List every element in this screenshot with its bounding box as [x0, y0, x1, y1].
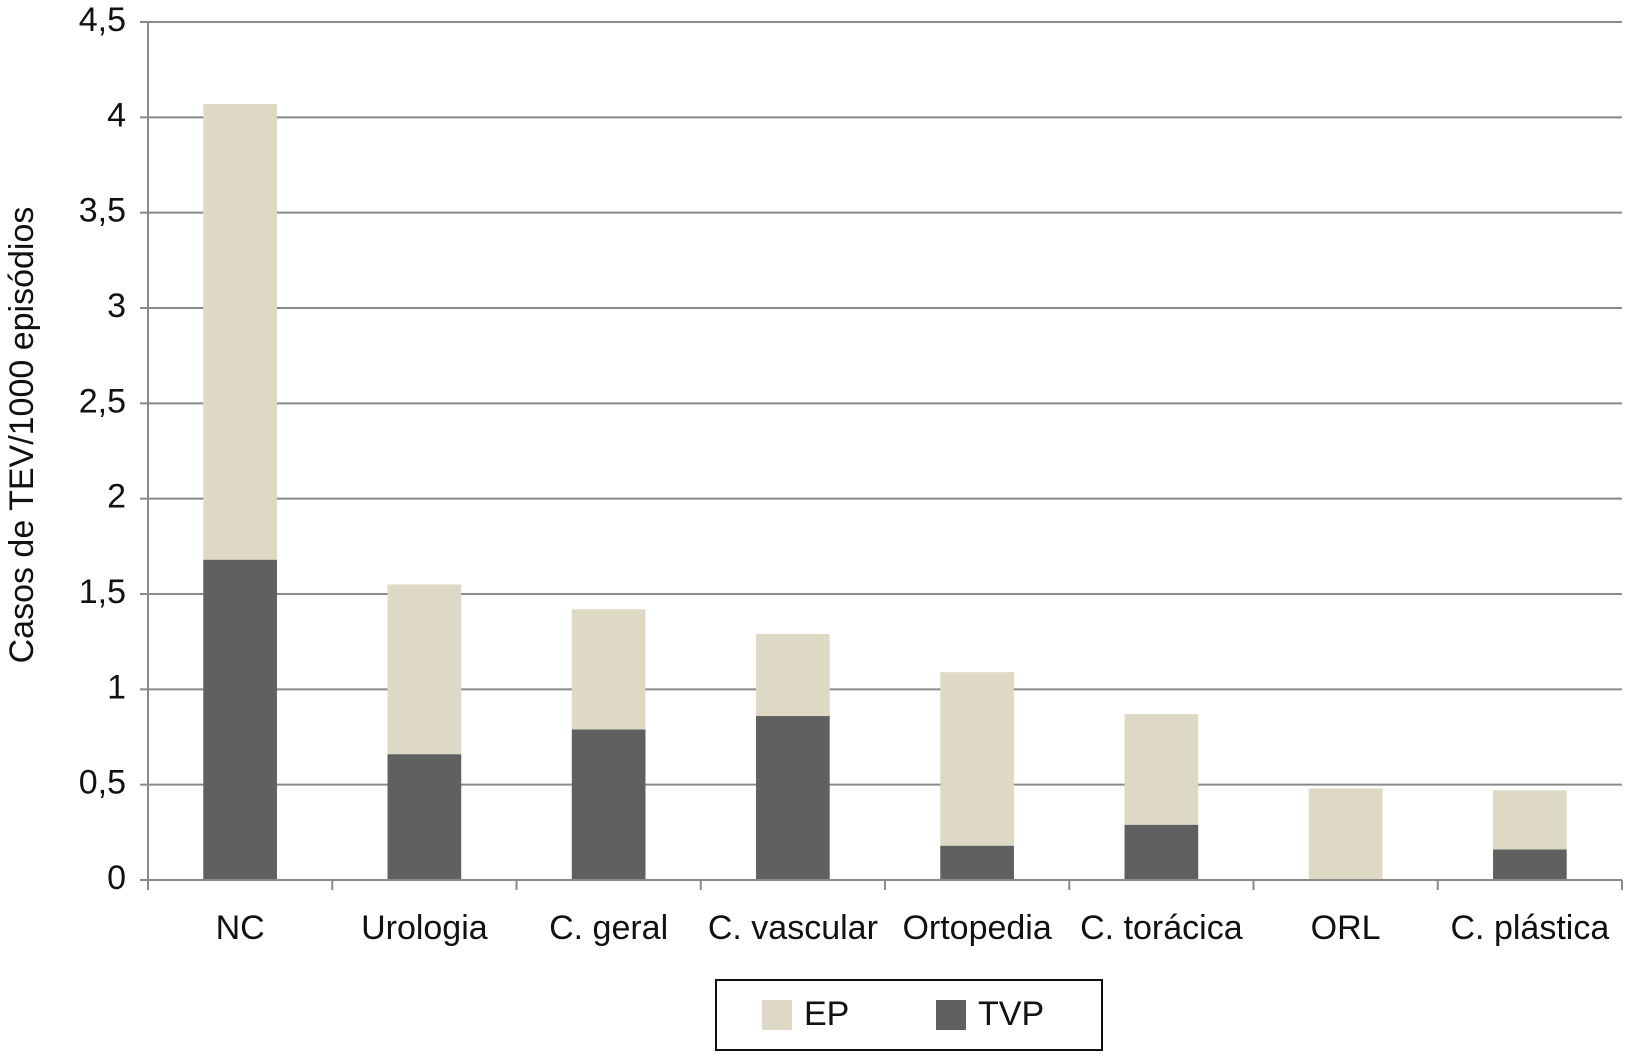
y-tick-label: 3	[107, 287, 126, 325]
legend-box	[715, 979, 1103, 1051]
x-tick-label: Urologia	[361, 909, 488, 947]
y-tick-label: 1	[107, 668, 126, 706]
y-tick-label: 1,5	[79, 573, 126, 611]
bar-segment	[387, 754, 462, 880]
legend-swatch	[762, 1000, 792, 1030]
legend-label: TVP	[978, 995, 1044, 1033]
bar-segment	[203, 559, 277, 880]
bar-segment	[756, 634, 830, 717]
x-tick-label: C. vascular	[708, 909, 878, 947]
bar-segment	[1493, 790, 1567, 850]
bar-segment	[1124, 714, 1199, 825]
y-tick-label: 2,5	[79, 382, 126, 420]
x-tick-label: C. geral	[549, 909, 668, 947]
legend-label: EP	[804, 995, 849, 1033]
bar-segment	[203, 103, 277, 560]
y-axis-title: Casos de TEV/1000 episódios	[3, 207, 41, 664]
y-tick-label: 4	[107, 96, 126, 134]
bar-segment	[571, 609, 646, 730]
x-tick-label: ORL	[1311, 909, 1381, 947]
x-tick-label: C. plástica	[1451, 909, 1610, 947]
x-tick-label: C. torácica	[1080, 909, 1243, 947]
y-tick-label: 0	[107, 859, 126, 897]
bar-segment	[756, 716, 830, 880]
x-tick-label: Ortopedia	[902, 909, 1051, 947]
y-tick-label: 4,5	[79, 1, 126, 39]
y-tick-label: 2	[107, 478, 126, 516]
bar-segment	[940, 672, 1014, 846]
bar-segment	[1308, 788, 1383, 880]
y-tick-label: 0,5	[79, 764, 126, 802]
legend-swatch	[936, 1000, 966, 1030]
bar-segment	[387, 584, 462, 755]
bar-segment	[940, 845, 1014, 880]
bar-segment	[1493, 849, 1567, 880]
x-tick-label: NC	[216, 909, 265, 947]
y-tick-label: 3,5	[79, 192, 126, 230]
bar-segment	[571, 729, 646, 880]
bar-segment	[1124, 824, 1199, 880]
